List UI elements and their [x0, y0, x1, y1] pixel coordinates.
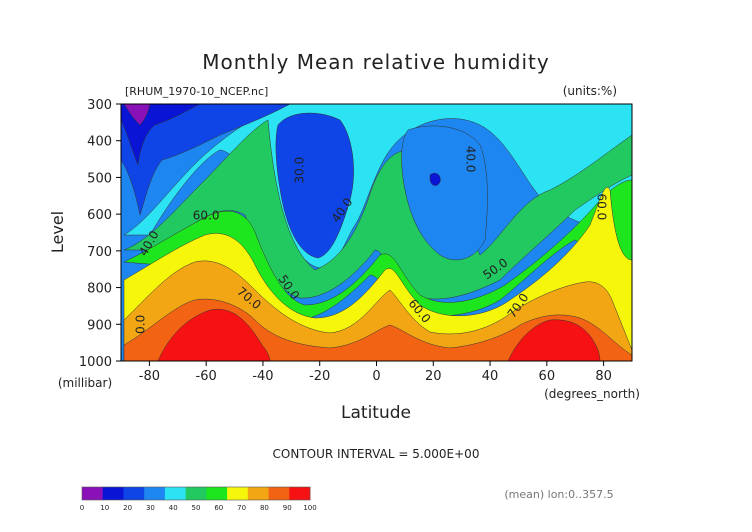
colorbar-swatch: [144, 487, 166, 500]
colorbar-swatch: [123, 487, 145, 500]
band-blue-north-core: [401, 125, 488, 261]
colorbar-label: 50: [192, 504, 201, 512]
x-tick-label: -40: [252, 369, 273, 384]
colorbar-swatch: [102, 487, 124, 500]
y-tick-label: 700: [87, 245, 112, 260]
contour-field: 30.0 40.040.0 60.060.040.050.050.070.0 70.0…: [121, 104, 632, 361]
colorbar-swatch: [247, 487, 269, 500]
contour-label: 60.0: [193, 208, 220, 222]
y-axis: 300 400 500 600 700 800 900 1000: [79, 98, 121, 370]
colorbar-label: 90: [283, 504, 292, 512]
y-tick-label: 800: [87, 282, 112, 297]
band-blue-northwest: [121, 104, 291, 216]
file-label: [RHUM_1970-10_NCEP.nc]: [125, 85, 268, 98]
colorbar-label: 60: [214, 504, 223, 512]
colorbar-label: 40: [169, 504, 178, 512]
x-axis-label: Latitude: [341, 403, 411, 423]
y-tick-label: 300: [87, 98, 112, 113]
contour-label: 60.0: [594, 193, 608, 220]
x-tick-label: 80: [595, 369, 612, 384]
contour-interval-text: CONTOUR INTERVAL = 5.000E+00: [273, 447, 480, 461]
colorbar-swatch: [289, 487, 311, 500]
y-tick-label: 600: [87, 208, 112, 223]
x-tick-label: 40: [482, 369, 499, 384]
x-tick-label: 0: [372, 369, 380, 384]
colorbar-label: 10: [100, 504, 109, 512]
colorbar-swatch: [268, 487, 290, 500]
band-red-south: [157, 308, 271, 361]
colorbar: 0 10 20 30 40 50 60 70 80 90 100: [80, 486, 317, 512]
x-axis-units: (degrees_north): [544, 387, 640, 401]
colorbar-swatch: [82, 487, 104, 500]
y-tick-label: 400: [87, 135, 112, 150]
band-green: [123, 119, 632, 300]
contour-label: 40.0: [464, 146, 478, 173]
colorbar-label: 20: [123, 504, 132, 512]
contour-label: 30.0: [292, 157, 306, 184]
colorbar-swatch: [164, 487, 187, 500]
x-tick-label: -60: [196, 369, 217, 384]
y-axis-label: Level: [48, 211, 67, 253]
band-red-north: [507, 319, 601, 361]
x-tick-label: 60: [539, 369, 556, 384]
colorbar-label: 30: [146, 504, 155, 512]
x-tick-label: -20: [309, 369, 330, 384]
chart-title: Monthly Mean relative humidity: [202, 50, 549, 74]
colorbar-swatch: [185, 487, 207, 500]
band-green-light: [123, 179, 632, 321]
colorbar-swatch: [206, 487, 228, 500]
colorbar-label: 0: [80, 504, 84, 512]
colorbar-label: 70: [237, 504, 246, 512]
colorbar-label: 100: [303, 504, 316, 512]
y-tick-label: 500: [87, 171, 112, 186]
footer-note: (mean) lon:0..357.5: [504, 488, 613, 501]
y-tick-label: 900: [87, 318, 112, 333]
band-purple: [123, 104, 151, 126]
contour-label: 0.0: [133, 315, 147, 334]
colorbar-frame: [81, 486, 311, 501]
colorbar-label: 80: [260, 504, 269, 512]
x-tick-label: 20: [425, 369, 442, 384]
colorbar-swatch: [227, 487, 249, 500]
band-blue-south-core: [275, 112, 354, 259]
y-axis-units: (millibar): [58, 376, 112, 390]
units-label: (units:%): [563, 84, 617, 98]
x-tick-label: -80: [139, 369, 160, 384]
x-axis: -80 -60 -40 -20 0 20 40 60 80: [139, 361, 612, 384]
y-tick-label: 1000: [79, 355, 112, 370]
band-dark-north-spot: [429, 172, 441, 186]
